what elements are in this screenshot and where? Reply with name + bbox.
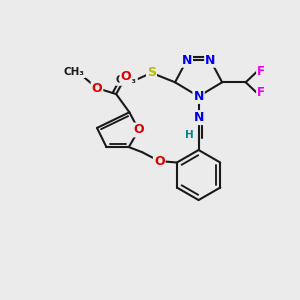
Text: CH₃: CH₃ bbox=[116, 75, 137, 85]
Text: N: N bbox=[194, 111, 204, 124]
Text: O: O bbox=[121, 70, 131, 83]
Text: S: S bbox=[147, 66, 156, 80]
Text: O: O bbox=[92, 82, 102, 95]
Text: O: O bbox=[134, 124, 144, 136]
Text: H: H bbox=[185, 130, 194, 140]
Text: N: N bbox=[194, 90, 204, 103]
Text: F: F bbox=[257, 86, 265, 99]
Text: N: N bbox=[205, 54, 215, 67]
Text: N: N bbox=[182, 54, 192, 67]
Text: O: O bbox=[154, 154, 165, 167]
Text: CH₃: CH₃ bbox=[64, 67, 85, 77]
Text: F: F bbox=[257, 65, 265, 79]
